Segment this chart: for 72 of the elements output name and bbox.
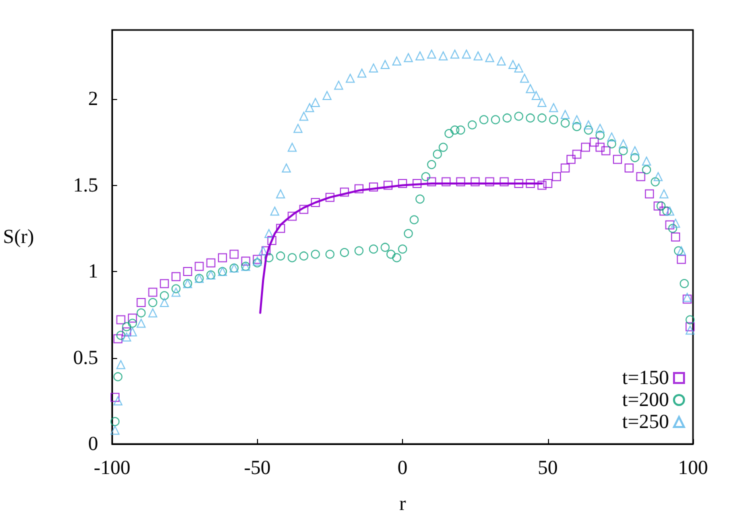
- point: [671, 232, 680, 242]
- point: [665, 220, 674, 230]
- y-tick-label: 1: [88, 260, 98, 282]
- x-tick-label: 0: [398, 457, 408, 479]
- y-axis-title: S(r): [2, 226, 34, 248]
- legend-label: t=150: [622, 367, 669, 389]
- legend-label: t=250: [622, 411, 669, 433]
- point: [241, 256, 250, 266]
- point: [659, 206, 668, 216]
- point: [218, 253, 227, 262]
- y-tick-label: 1.5: [73, 174, 98, 196]
- x-tick-label: -100: [94, 457, 130, 479]
- point: [470, 177, 480, 186]
- point: [560, 164, 570, 172]
- point: [543, 179, 552, 188]
- point: [485, 177, 494, 186]
- point: [456, 177, 466, 186]
- point: [526, 179, 535, 188]
- y-tick-label: 2: [88, 88, 98, 110]
- point: [384, 180, 393, 190]
- point: [206, 258, 216, 268]
- point: [612, 154, 622, 164]
- point: [566, 154, 576, 164]
- point: [325, 192, 334, 202]
- point: [230, 250, 239, 259]
- point: [590, 138, 599, 147]
- point: [354, 184, 364, 194]
- x-tick-label: 50: [538, 457, 558, 479]
- point: [194, 262, 204, 271]
- point: [262, 246, 271, 256]
- point: [644, 189, 654, 198]
- point: [500, 177, 509, 186]
- point: [310, 198, 320, 207]
- point: [596, 142, 605, 152]
- legend-label: t=200: [622, 389, 669, 411]
- point: [581, 142, 590, 152]
- point: [601, 146, 610, 156]
- point: [299, 204, 308, 214]
- point: [537, 180, 546, 190]
- point: [552, 172, 561, 182]
- point: [110, 392, 120, 402]
- point: [514, 179, 524, 188]
- point: [624, 164, 634, 172]
- point: [572, 150, 582, 159]
- x-axis-title: r: [399, 493, 406, 515]
- point: [340, 188, 349, 197]
- point: [136, 298, 146, 308]
- point: [160, 279, 169, 288]
- point: [398, 179, 408, 188]
- point: [288, 212, 297, 221]
- point: [116, 315, 126, 324]
- y-tick-label: 0.5: [73, 346, 98, 369]
- point: [686, 322, 695, 332]
- point: [183, 267, 192, 276]
- point: [276, 224, 286, 233]
- point: [676, 254, 686, 264]
- point: [148, 288, 158, 297]
- point: [267, 236, 276, 245]
- point: [122, 327, 132, 336]
- point: [682, 294, 692, 304]
- point: [172, 272, 180, 282]
- point: [636, 172, 646, 182]
- point: [128, 314, 137, 323]
- point: [113, 334, 122, 344]
- point: [412, 179, 422, 188]
- point: [442, 177, 451, 186]
- point: [654, 201, 663, 210]
- point: [369, 182, 378, 192]
- x-tick-label: -50: [244, 457, 271, 479]
- y-tick-label: 0: [88, 433, 98, 455]
- x-tick-label: 100: [678, 457, 708, 479]
- point: [427, 177, 436, 186]
